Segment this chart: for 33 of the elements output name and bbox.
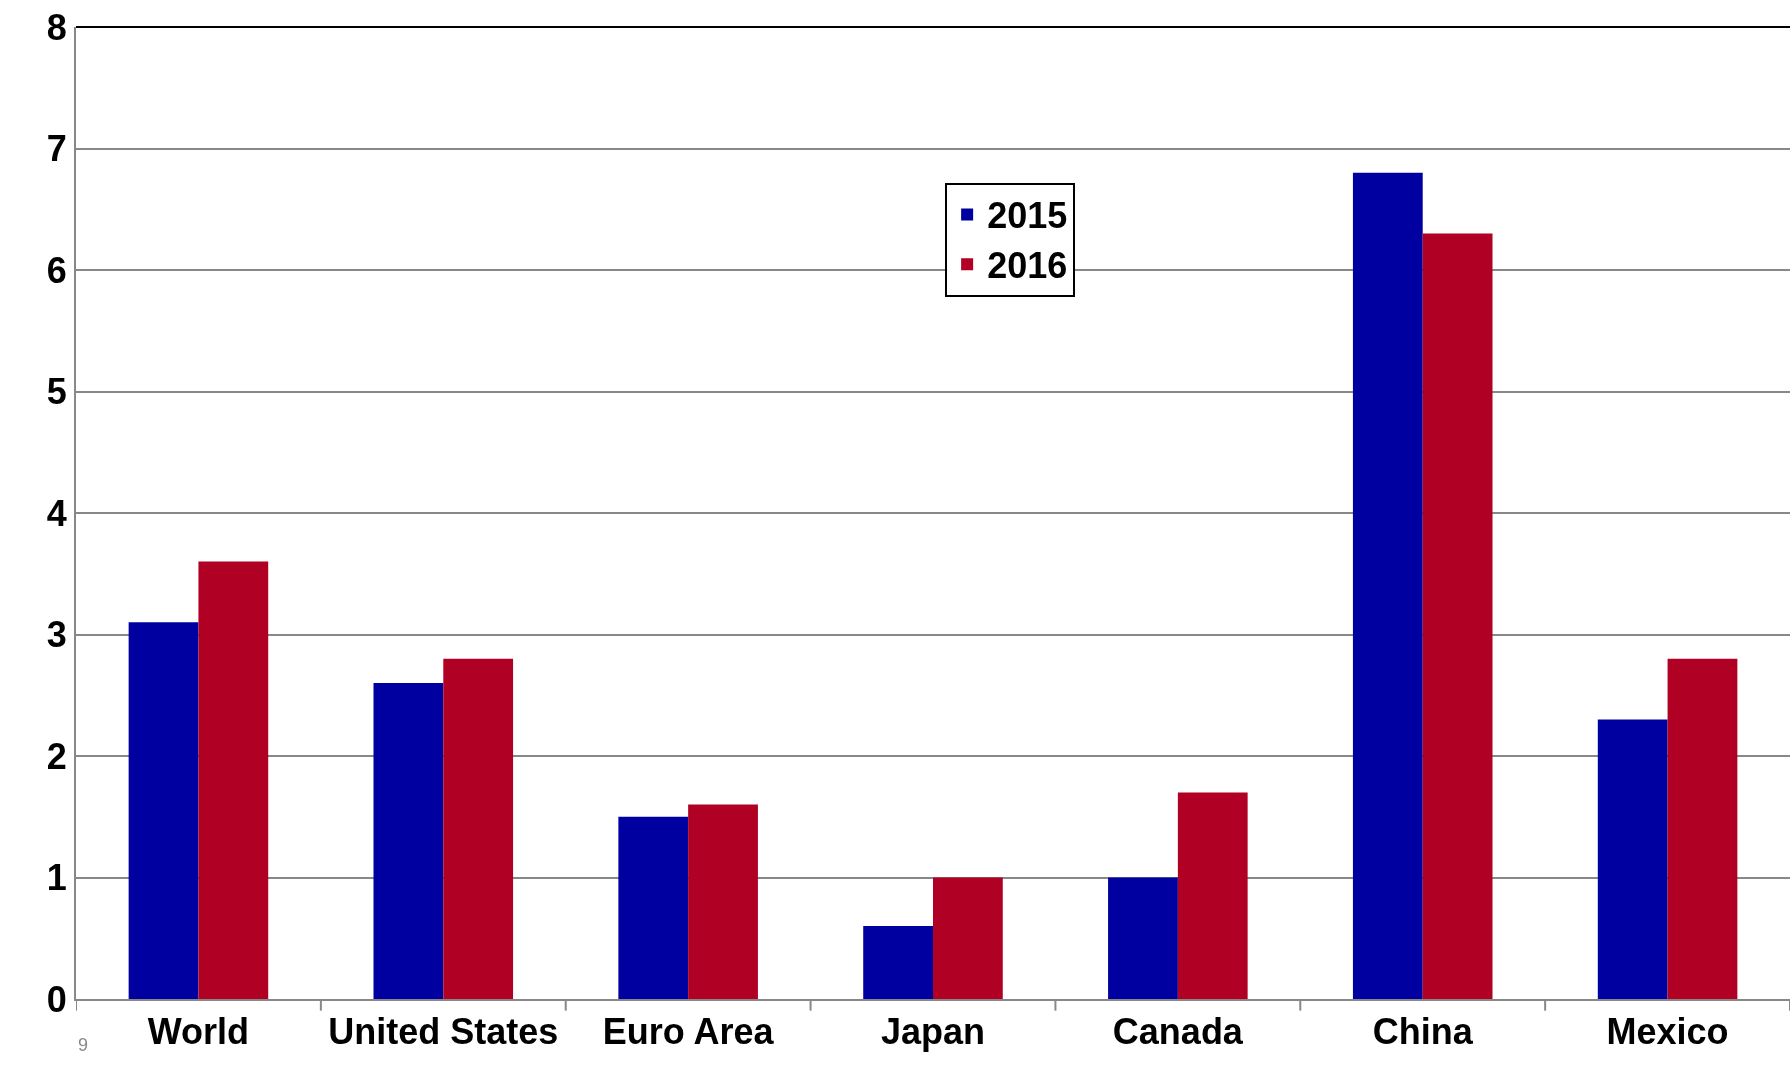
y-tick-label: 5	[46, 371, 67, 413]
x-tick-label: Euro Area	[602, 1011, 775, 1053]
x-tick-label: Japan	[880, 1011, 986, 1053]
text: 9	[78, 1035, 89, 1055]
x-tick-label: United States	[328, 1011, 559, 1053]
bar	[1597, 719, 1668, 999]
x-tick-label: World	[147, 1011, 250, 1053]
x-tick-label: Mexico	[1606, 1011, 1729, 1053]
y-tick-label: 2	[46, 735, 67, 777]
y-tick-label: 8	[46, 6, 67, 48]
bar	[1108, 877, 1178, 999]
bar	[443, 658, 514, 999]
x-tick-label: China	[1372, 1011, 1474, 1053]
bar	[373, 683, 444, 999]
bar	[1352, 172, 1423, 999]
bar	[128, 622, 199, 999]
x-tick-label: Canada	[1112, 1011, 1244, 1053]
y-tick-label: 6	[46, 249, 67, 291]
bar	[863, 926, 933, 999]
bar	[198, 561, 269, 999]
bar	[1422, 233, 1493, 999]
y-tick-label: 0	[46, 978, 67, 1020]
legend-label: 2015	[987, 195, 1068, 237]
y-tick-label: 3	[46, 614, 67, 656]
y-tick-label: 7	[46, 128, 67, 170]
y-tick-label: 1	[46, 857, 67, 899]
bar	[933, 877, 1003, 999]
legend-label: 2016	[987, 245, 1068, 287]
bar	[688, 804, 758, 999]
y-tick-label: 4	[46, 492, 67, 534]
bar	[1177, 792, 1248, 999]
bar	[1667, 658, 1738, 999]
bar	[618, 816, 689, 999]
